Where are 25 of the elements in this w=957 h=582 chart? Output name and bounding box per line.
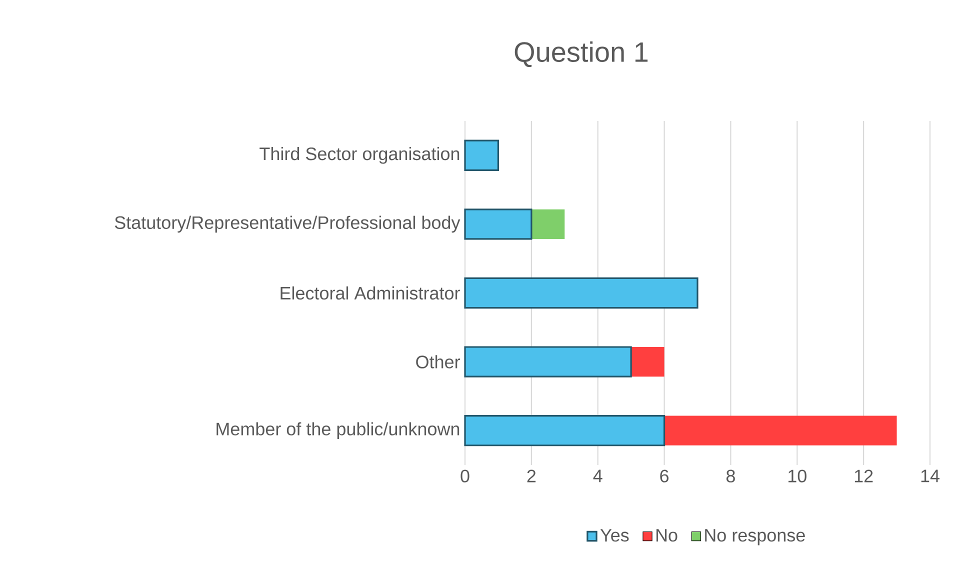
x-tick-label: 14 [921,470,940,482]
legend-label: No response [705,529,805,546]
bar [464,277,698,309]
bar [464,346,632,378]
y-tick-label: Member of the public/unknown [216,422,460,439]
x-tick-label: 10 [788,470,806,482]
bar [464,414,666,446]
legend-label: Yes [600,529,629,542]
bar [664,416,897,446]
x-tick-label: 2 [527,470,536,482]
x-tick-label: 8 [726,470,735,482]
y-tick-label: Statutory/Representative/Professional body [114,216,460,233]
x-tick-label: 6 [660,470,668,482]
bar [464,140,500,171]
x-tick-label: 12 [854,470,873,482]
bar [531,209,565,239]
legend-label: No [656,529,678,542]
y-tick-label: Electoral Administrator [280,286,460,300]
bar [464,208,532,240]
chart-title: Question 1 [514,41,648,68]
x-tick-label: 0 [460,470,470,482]
y-tick-label: Other [416,355,460,368]
bar [631,347,664,377]
x-tick-label: 4 [593,470,602,482]
y-tick-label: Third Sector organisation [260,147,460,164]
